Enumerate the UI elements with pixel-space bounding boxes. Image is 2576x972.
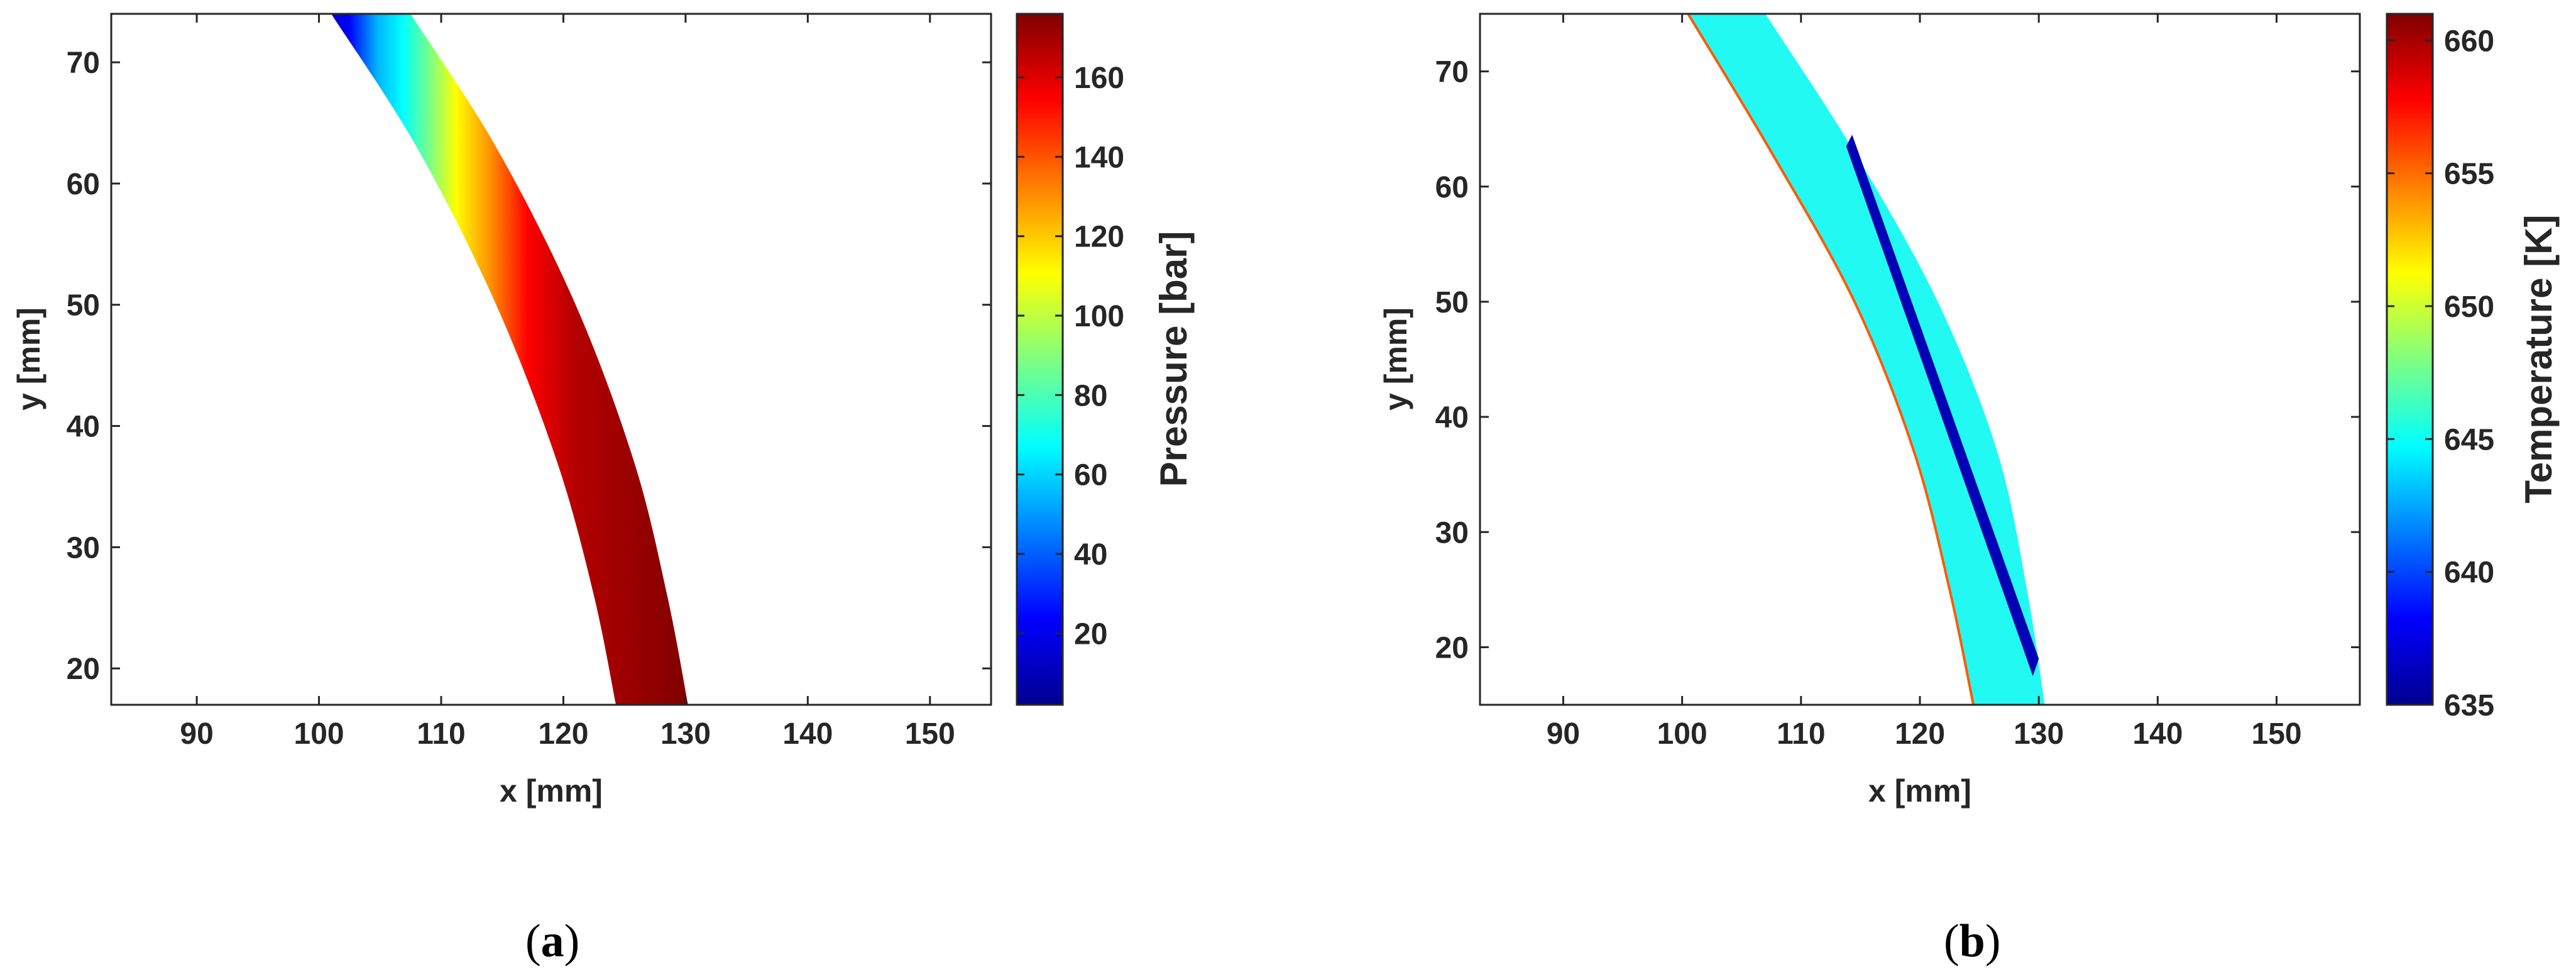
- pressure-colorbar-label: Pressure [bar]: [1153, 231, 1195, 487]
- y-tick-label: 60: [1435, 171, 1469, 204]
- colorbar-tick-label: 640: [2444, 556, 2494, 590]
- colorbar-tick-label: 40: [1074, 538, 1107, 572]
- panel-a-caption-letter: a: [540, 915, 564, 967]
- pressure-colorbar: [1016, 13, 1064, 706]
- x-tick-label: 90: [180, 717, 213, 751]
- y-tick-label: 20: [1435, 631, 1469, 665]
- colorbar-tick-label: 650: [2444, 290, 2494, 324]
- colorbar-tick-label: 20: [1074, 617, 1107, 651]
- y-tick-label: 50: [1435, 286, 1469, 319]
- y-tick-label: 60: [67, 168, 100, 201]
- x-tick-label: 140: [2132, 717, 2183, 751]
- x-tick-label: 110: [417, 717, 465, 751]
- colorbar-tick-label: 160: [1074, 62, 1124, 95]
- x-tick-label: 120: [1895, 717, 1945, 751]
- x-tick-label: 130: [660, 717, 711, 751]
- y-tick-label: 40: [67, 411, 100, 444]
- temperature-cold-streak: [1846, 135, 2039, 677]
- x-tick-label: 150: [2252, 717, 2302, 751]
- panel-b-ticks: 90 100 110 120 130 140 150 20 30 40 50 60 70: [1435, 14, 2360, 751]
- y-tick-label: 20: [67, 653, 100, 686]
- x-tick-label: 150: [905, 717, 955, 751]
- x-tick-label: 140: [782, 717, 833, 751]
- x-tick-label: 100: [1657, 717, 1707, 751]
- panel-a-ticks: 90 100 110 120 130 140 150 20 30 40 50 60 70: [67, 14, 991, 751]
- panel-b-caption-letter: b: [1959, 915, 1985, 967]
- y-tick-label: 50: [67, 289, 100, 323]
- y-tick-label: 70: [1435, 56, 1469, 89]
- temperature-hot-edge: [1687, 14, 1975, 705]
- temperature-colorbar-label: Temperature [K]: [2518, 215, 2560, 504]
- panel-a-x-axis-label: x [mm]: [500, 773, 603, 809]
- colorbar-tick-label: 655: [2444, 158, 2494, 191]
- panel-b-caption: (b): [1944, 915, 2001, 967]
- temperature-colorbar-ticks: 635 640 645 650 655 660: [2387, 25, 2494, 722]
- pressure-colorbar-ticks: 20 40 60 80 100 120 140 160: [1017, 62, 1124, 651]
- x-tick-label: 110: [1777, 717, 1825, 751]
- temperature-band: [1688, 14, 2045, 705]
- panel-b-y-axis-label: y [mm]: [1378, 307, 1413, 411]
- x-tick-label: 90: [1547, 717, 1580, 751]
- y-tick-label: 30: [67, 531, 100, 565]
- colorbar-tick-label: 635: [2444, 689, 2494, 722]
- y-tick-label: 40: [1435, 401, 1469, 434]
- colorbar-tick-label: 100: [1074, 300, 1124, 333]
- panel-a-caption: (a): [525, 915, 580, 967]
- y-tick-label: 70: [67, 47, 100, 80]
- panel-a-y-axis-label: y [mm]: [11, 307, 47, 411]
- temperature-colorbar: [2386, 13, 2434, 706]
- pressure-band: [331, 14, 688, 705]
- colorbar-tick-label: 120: [1074, 221, 1124, 254]
- colorbar-tick-label: 140: [1074, 141, 1124, 174]
- x-tick-label: 100: [294, 717, 344, 751]
- colorbar-tick-label: 660: [2444, 25, 2494, 58]
- y-tick-label: 30: [1435, 516, 1469, 550]
- panel-b-x-axis-label: x [mm]: [1868, 773, 1971, 809]
- colorbar-tick-label: 80: [1074, 379, 1107, 412]
- colorbar-tick-label: 645: [2444, 423, 2494, 456]
- x-tick-label: 120: [538, 717, 588, 751]
- colorbar-tick-label: 60: [1074, 459, 1107, 492]
- x-tick-label: 130: [2014, 717, 2064, 751]
